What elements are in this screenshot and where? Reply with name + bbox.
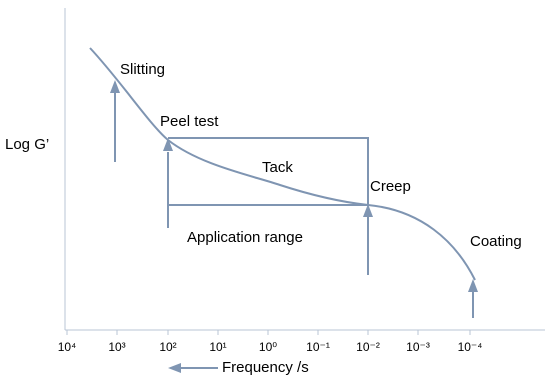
x-tick-label: 10⁻² (356, 340, 380, 354)
annotation: Tack (262, 159, 293, 176)
x-tick-label: 10⁻³ (406, 340, 430, 354)
x-tick-label: 10⁴ (58, 340, 77, 354)
arrow-head (168, 363, 181, 373)
application-window (167, 137, 369, 228)
x-tick-label: 10⁻⁴ (458, 340, 483, 354)
annotation: Coating (470, 233, 522, 250)
x-ticks: 10⁴ 10³ 10² 10¹ 10⁰ 10⁻¹ 10⁻² 10⁻³ 10⁻⁴ (58, 330, 483, 354)
annotation: Creep (370, 178, 411, 195)
annotation: Slitting (120, 61, 165, 78)
x-tick-label: 10¹ (209, 340, 226, 354)
x-tick-label: 10² (159, 340, 176, 354)
annotation: Peel test (160, 113, 219, 130)
x-tick-label: 10⁻¹ (306, 340, 330, 354)
annotation: Application range (187, 229, 303, 246)
y-axis-label: Log G’ (5, 136, 49, 153)
x-tick-label: 10⁰ (259, 340, 277, 354)
arrow-head (468, 279, 478, 292)
modulus-curve (89, 47, 476, 281)
arrow-head (110, 80, 120, 93)
arrows (110, 80, 478, 373)
x-tick-label: 10³ (108, 340, 125, 354)
x-axis-label: Frequency /s (222, 359, 309, 376)
arrow-head (163, 138, 173, 151)
arrow-head (363, 204, 373, 217)
